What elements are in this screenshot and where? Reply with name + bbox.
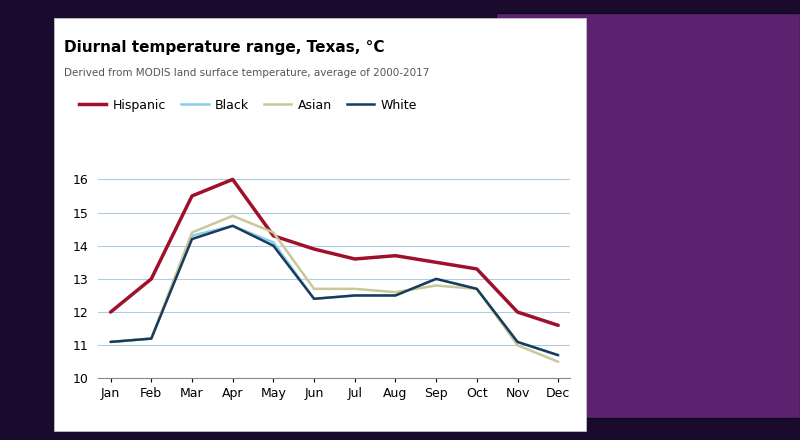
Text: Derived from MODIS land surface temperature, average of 2000-2017: Derived from MODIS land surface temperat…: [64, 68, 430, 78]
Text: Diurnal temperature range, Texas, °C: Diurnal temperature range, Texas, °C: [64, 40, 385, 55]
Legend: Hispanic, Black, Asian, White: Hispanic, Black, Asian, White: [74, 94, 422, 117]
FancyBboxPatch shape: [496, 13, 800, 418]
